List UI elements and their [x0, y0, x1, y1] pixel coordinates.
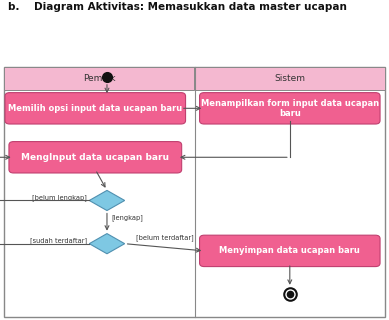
Text: Pemilik: Pemilik: [83, 74, 116, 83]
Text: b.    Diagram Aktivitas: Memasukkan data master ucapan: b. Diagram Aktivitas: Memasukkan data ma…: [8, 2, 347, 12]
Bar: [4, 67, 194, 90]
Text: Memilih opsi input data ucapan baru: Memilih opsi input data ucapan baru: [8, 104, 182, 113]
Text: [belum lengkap]: [belum lengkap]: [32, 194, 87, 201]
FancyBboxPatch shape: [9, 141, 182, 173]
Text: Menampilkan form input data ucapan
baru: Menampilkan form input data ucapan baru: [201, 99, 379, 118]
Text: [lengkap]: [lengkap]: [112, 214, 144, 221]
FancyBboxPatch shape: [5, 92, 186, 124]
Text: [belum terdaftar]: [belum terdaftar]: [136, 234, 193, 241]
Bar: [4, 67, 385, 317]
Text: [sudah terdaftar]: [sudah terdaftar]: [30, 237, 87, 244]
FancyBboxPatch shape: [200, 235, 380, 267]
Polygon shape: [89, 190, 124, 211]
Bar: [194, 67, 385, 90]
FancyBboxPatch shape: [200, 92, 380, 124]
Text: Menyimpan data ucapan baru: Menyimpan data ucapan baru: [219, 246, 360, 255]
Text: MengInput data ucapan baru: MengInput data ucapan baru: [21, 153, 169, 162]
Text: Sistem: Sistem: [274, 74, 305, 83]
Polygon shape: [89, 234, 124, 254]
